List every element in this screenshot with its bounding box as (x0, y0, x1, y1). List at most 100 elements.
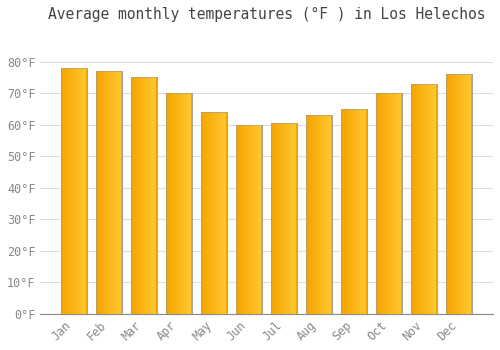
Bar (147, 77, 148, 314)
Bar (220, 112, 221, 314)
Bar (61, 68, 87, 314)
Bar (211, 112, 212, 314)
Bar (114, 71, 116, 314)
Bar (350, 109, 351, 314)
Bar (184, 93, 185, 314)
Bar (278, 123, 280, 314)
Bar (274, 123, 275, 314)
Bar (396, 93, 398, 314)
Bar (112, 71, 114, 314)
Bar (342, 109, 344, 314)
Bar (284, 123, 285, 314)
Bar (84, 68, 86, 314)
Bar (464, 74, 465, 314)
Bar (140, 77, 141, 314)
Bar (167, 93, 168, 314)
Bar (276, 123, 278, 314)
Bar (306, 115, 332, 314)
Bar (104, 71, 106, 314)
Bar (236, 125, 238, 314)
Bar (448, 74, 449, 314)
Bar (150, 77, 151, 314)
Bar (322, 115, 324, 314)
Bar (271, 123, 272, 314)
Bar (117, 71, 118, 314)
Bar (111, 71, 112, 314)
Bar (364, 109, 365, 314)
Bar (66, 68, 67, 314)
Bar (188, 93, 190, 314)
Bar (202, 112, 203, 314)
Bar (428, 84, 430, 314)
Bar (78, 68, 80, 314)
Bar (454, 74, 455, 314)
Bar (244, 125, 245, 314)
Bar (346, 109, 348, 314)
Bar (295, 123, 296, 314)
Bar (141, 77, 142, 314)
Bar (240, 125, 241, 314)
Bar (250, 125, 251, 314)
Bar (352, 109, 354, 314)
Bar (462, 74, 464, 314)
Bar (378, 93, 380, 314)
Bar (330, 115, 331, 314)
Bar (118, 71, 120, 314)
Bar (68, 68, 70, 314)
Bar (291, 123, 292, 314)
Bar (288, 123, 290, 314)
Bar (101, 71, 102, 314)
Bar (61, 68, 62, 314)
Bar (131, 77, 157, 314)
Bar (242, 125, 244, 314)
Bar (257, 125, 258, 314)
Bar (106, 71, 107, 314)
Bar (376, 93, 378, 314)
Bar (206, 112, 208, 314)
Bar (236, 125, 262, 314)
Bar (210, 112, 211, 314)
Bar (310, 115, 311, 314)
Bar (376, 93, 402, 314)
Bar (411, 84, 438, 314)
Bar (146, 77, 147, 314)
Bar (148, 77, 150, 314)
Bar (348, 109, 350, 314)
Bar (172, 93, 174, 314)
Bar (422, 84, 424, 314)
Bar (181, 93, 182, 314)
Bar (177, 93, 178, 314)
Bar (411, 84, 412, 314)
Bar (178, 93, 180, 314)
Bar (77, 68, 78, 314)
Bar (398, 93, 400, 314)
Bar (365, 109, 366, 314)
Bar (435, 84, 436, 314)
Bar (166, 93, 192, 314)
Bar (272, 123, 274, 314)
Bar (107, 71, 108, 314)
Bar (411, 84, 438, 314)
Bar (207, 112, 208, 314)
Bar (325, 115, 326, 314)
Bar (166, 93, 192, 314)
Bar (174, 93, 176, 314)
Bar (344, 109, 345, 314)
Bar (132, 77, 134, 314)
Bar (110, 71, 111, 314)
Bar (246, 125, 248, 314)
Bar (425, 84, 426, 314)
Bar (412, 84, 414, 314)
Bar (290, 123, 291, 314)
Bar (254, 125, 256, 314)
Bar (381, 93, 382, 314)
Bar (76, 68, 77, 314)
Bar (415, 84, 416, 314)
Bar (204, 112, 206, 314)
Bar (71, 68, 72, 314)
Bar (351, 109, 352, 314)
Bar (468, 74, 470, 314)
Bar (204, 112, 205, 314)
Bar (251, 125, 252, 314)
Bar (285, 123, 286, 314)
